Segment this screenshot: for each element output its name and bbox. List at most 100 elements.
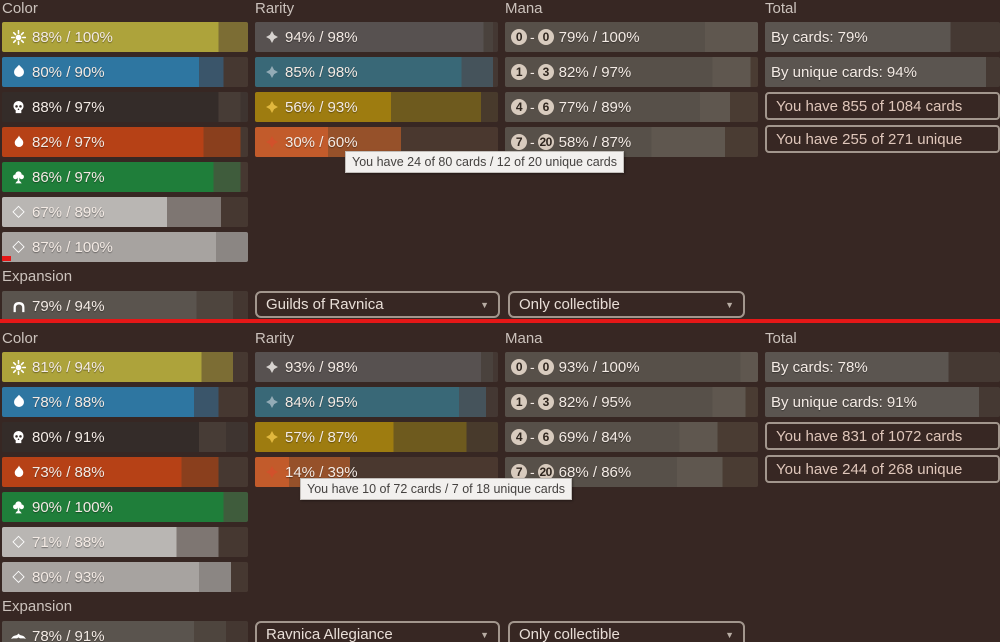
bar-label: 84% / 95% bbox=[285, 393, 358, 411]
mana-progress-bar[interactable]: 0-0 79% / 100% bbox=[505, 22, 758, 52]
bar-label: 85% / 98% bbox=[285, 63, 358, 81]
mana-range-dash: - bbox=[530, 29, 535, 45]
mana-cost-range-icons: 1-3 bbox=[511, 64, 554, 80]
expansion-section-header: Expansion bbox=[2, 268, 73, 285]
panel-divider-line bbox=[0, 319, 1000, 323]
rarity-bars: 94% / 98% 85% / 98% 56% / 93% 30% / 60% bbox=[255, 22, 498, 157]
red-marker bbox=[2, 256, 11, 261]
rarity-progress-bar[interactable]: 84% / 95% bbox=[255, 387, 498, 417]
mana-max-icon: 20 bbox=[537, 134, 554, 150]
bar-label: 80% / 90% bbox=[32, 63, 105, 81]
color-progress-bar[interactable]: ◇ 80% / 93% bbox=[2, 562, 248, 592]
colorless-diamond-icon: ◇ bbox=[12, 238, 25, 255]
mana-progress-bar[interactable]: 1-3 82% / 97% bbox=[505, 57, 758, 87]
uncommon-rarity-icon bbox=[261, 64, 282, 80]
mana-progress-bar[interactable]: 0-0 93% / 100% bbox=[505, 352, 758, 382]
color-progress-bar[interactable]: 78% / 88% bbox=[2, 387, 248, 417]
mana-min-icon: 4 bbox=[511, 429, 527, 445]
collectible-filter-value: Only collectible bbox=[519, 626, 620, 642]
mana-range-dash: - bbox=[530, 394, 535, 410]
red-mana-flame-icon bbox=[8, 464, 29, 480]
mana-min-icon: 7 bbox=[511, 464, 527, 480]
color-progress-bar[interactable]: ◇ 87% / 100% bbox=[2, 232, 248, 262]
total-section-header: Total bbox=[765, 330, 797, 347]
mana-progress-bar[interactable]: 7-20 58% / 87% bbox=[505, 127, 758, 157]
color-progress-bar[interactable]: 86% / 97% bbox=[2, 162, 248, 192]
color-progress-bar[interactable]: ◇ 67% / 89% bbox=[2, 197, 248, 227]
chevron-down-icon: ▼ bbox=[480, 629, 489, 640]
mana-progress-bar[interactable]: 4-6 69% / 84% bbox=[505, 422, 758, 452]
mana-progress-bar[interactable]: 4-6 77% / 89% bbox=[505, 92, 758, 122]
rarity-progress-bar[interactable]: 85% / 98% bbox=[255, 57, 498, 87]
color-progress-bar[interactable]: 81% / 94% bbox=[2, 352, 248, 382]
mana-min-icon: 7 bbox=[511, 134, 527, 150]
color-progress-bar[interactable]: 88% / 100% bbox=[2, 22, 248, 52]
mana-cost-range-icons: 0-0 bbox=[511, 359, 554, 375]
bar-label: 90% / 100% bbox=[32, 498, 113, 516]
expansion-select-value: Ravnica Allegiance bbox=[266, 626, 393, 642]
total-by-unique-bar[interactable]: By unique cards: 94% bbox=[765, 57, 1000, 87]
total-by-unique-bar[interactable]: By unique cards: 91% bbox=[765, 387, 1000, 417]
total-by-cards-bar[interactable]: By cards: 78% bbox=[765, 352, 1000, 382]
expansion-select[interactable]: Ravnica Allegiance ▼ bbox=[255, 621, 500, 642]
bar-label: 14% / 39% bbox=[285, 463, 358, 481]
mana-cost-range-icons: 7-20 bbox=[511, 464, 554, 480]
mana-progress-bar[interactable]: 1-3 82% / 95% bbox=[505, 387, 758, 417]
mythic-rarity-icon bbox=[261, 134, 282, 150]
mana-max-icon: 3 bbox=[537, 64, 554, 80]
mana-cost-range-icons: 7-20 bbox=[511, 134, 554, 150]
expansion-progress-bar[interactable]: 79% / 94% bbox=[2, 291, 248, 321]
color-progress-bar[interactable]: 80% / 91% bbox=[2, 422, 248, 452]
colorless-diamond-icon: ◇ bbox=[12, 533, 25, 550]
rare-rarity-icon bbox=[261, 99, 282, 115]
mana-cost-range-icons: 0-0 bbox=[511, 29, 554, 45]
mana-min-icon: 0 bbox=[511, 29, 527, 45]
expansion-progress-bar[interactable]: 78% / 91% bbox=[2, 621, 248, 642]
color-progress-bar[interactable]: 88% / 97% bbox=[2, 92, 248, 122]
bar-label: 86% / 97% bbox=[32, 168, 105, 186]
color-progress-bar[interactable]: 73% / 88% bbox=[2, 457, 248, 487]
expansion-select[interactable]: Guilds of Ravnica ▼ bbox=[255, 291, 500, 318]
bar-label: 82% / 95% bbox=[558, 393, 632, 411]
guilds-of-ravnica-set-icon bbox=[8, 298, 29, 314]
mana-min-icon: 0 bbox=[511, 359, 527, 375]
color-progress-bar[interactable]: 90% / 100% bbox=[2, 492, 248, 522]
total-by-cards-label: By cards: 78% bbox=[771, 358, 868, 376]
bar-label: 56% / 93% bbox=[285, 98, 358, 116]
total-by-unique-label: By unique cards: 94% bbox=[771, 63, 917, 81]
rarity-progress-bar[interactable]: 56% / 93% bbox=[255, 92, 498, 122]
bar-label: 78% / 88% bbox=[32, 393, 105, 411]
rarity-progress-bar[interactable]: 94% / 98% bbox=[255, 22, 498, 52]
red-mana-flame-icon bbox=[8, 134, 29, 150]
mana-max-icon: 0 bbox=[537, 359, 554, 375]
unique-count-box: You have 244 of 268 unique bbox=[765, 455, 1000, 483]
collectible-filter-select[interactable]: Only collectible ▼ bbox=[508, 621, 745, 642]
mana-cost-range-icons: 4-6 bbox=[511, 429, 554, 445]
total-rows: By cards: 78% By unique cards: 91% You h… bbox=[765, 352, 1000, 483]
color-progress-bar[interactable]: 80% / 90% bbox=[2, 57, 248, 87]
bar-label: 78% / 91% bbox=[32, 627, 105, 642]
color-bars: 81% / 94% 78% / 88% 80% / 91% 73% / 88% 90% … bbox=[2, 352, 248, 592]
green-mana-tree-icon bbox=[8, 499, 29, 515]
color-progress-bar[interactable]: ◇ 71% / 88% bbox=[2, 527, 248, 557]
rarity-progress-bar[interactable]: 93% / 98% bbox=[255, 352, 498, 382]
bar-label: 87% / 100% bbox=[32, 238, 113, 256]
mana-range-dash: - bbox=[530, 99, 535, 115]
bar-label: 67% / 89% bbox=[32, 203, 105, 221]
blue-mana-drop-icon bbox=[8, 64, 29, 80]
color-progress-bar[interactable]: 82% / 97% bbox=[2, 127, 248, 157]
color-section-header: Color bbox=[2, 0, 38, 17]
color-section-header: Color bbox=[2, 330, 38, 347]
white-mana-sun-icon bbox=[8, 359, 29, 375]
mana-min-icon: 1 bbox=[511, 64, 527, 80]
bar-label: 73% / 88% bbox=[32, 463, 105, 481]
mana-bars: 0-0 93% / 100% 1-3 82% / 95% 4-6 69% / 84% 7-2… bbox=[505, 352, 758, 487]
unique-count-text: You have 244 of 268 unique bbox=[776, 460, 963, 478]
rarity-section-header: Rarity bbox=[255, 330, 295, 347]
total-by-cards-bar[interactable]: By cards: 79% bbox=[765, 22, 1000, 52]
mana-cost-range-icons: 4-6 bbox=[511, 99, 554, 115]
rarity-progress-bar[interactable]: 57% / 87% bbox=[255, 422, 498, 452]
color-bars: 88% / 100% 80% / 90% 88% / 97% 82% / 97% 86%… bbox=[2, 22, 248, 262]
collectible-filter-select[interactable]: Only collectible ▼ bbox=[508, 291, 745, 318]
bar-label: 80% / 91% bbox=[32, 428, 105, 446]
